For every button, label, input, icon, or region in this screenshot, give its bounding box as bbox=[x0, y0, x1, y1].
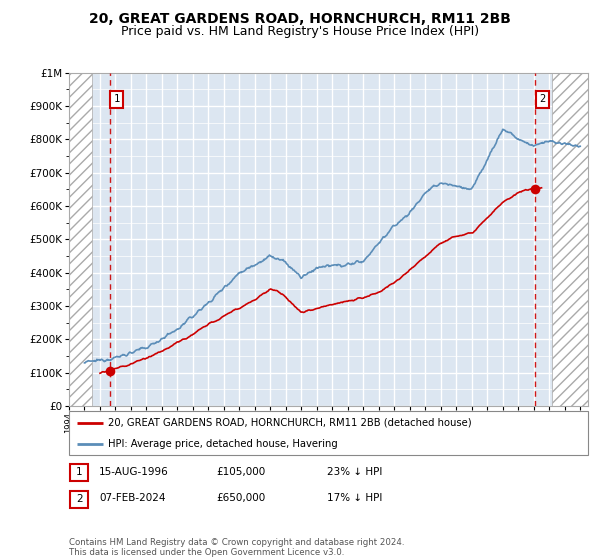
Text: HPI: Average price, detached house, Havering: HPI: Average price, detached house, Have… bbox=[108, 439, 338, 449]
Text: 20, GREAT GARDENS ROAD, HORNCHURCH, RM11 2BB (detached house): 20, GREAT GARDENS ROAD, HORNCHURCH, RM11… bbox=[108, 418, 472, 428]
Text: £650,000: £650,000 bbox=[216, 493, 265, 503]
Text: 15-AUG-1996: 15-AUG-1996 bbox=[99, 466, 169, 477]
Bar bbox=[553, 73, 588, 406]
Text: Price paid vs. HM Land Registry's House Price Index (HPI): Price paid vs. HM Land Registry's House … bbox=[121, 25, 479, 38]
Text: 20, GREAT GARDENS ROAD, HORNCHURCH, RM11 2BB: 20, GREAT GARDENS ROAD, HORNCHURCH, RM11… bbox=[89, 12, 511, 26]
Bar bbox=[69, 73, 92, 406]
Text: 2: 2 bbox=[539, 95, 545, 105]
Text: 2: 2 bbox=[76, 494, 83, 504]
Text: Contains HM Land Registry data © Crown copyright and database right 2024.
This d: Contains HM Land Registry data © Crown c… bbox=[69, 538, 404, 557]
Text: 07-FEB-2024: 07-FEB-2024 bbox=[99, 493, 166, 503]
Text: 1: 1 bbox=[76, 468, 83, 477]
Text: 17% ↓ HPI: 17% ↓ HPI bbox=[327, 493, 382, 503]
Text: 23% ↓ HPI: 23% ↓ HPI bbox=[327, 466, 382, 477]
Text: £105,000: £105,000 bbox=[216, 466, 265, 477]
Text: 1: 1 bbox=[113, 95, 120, 105]
